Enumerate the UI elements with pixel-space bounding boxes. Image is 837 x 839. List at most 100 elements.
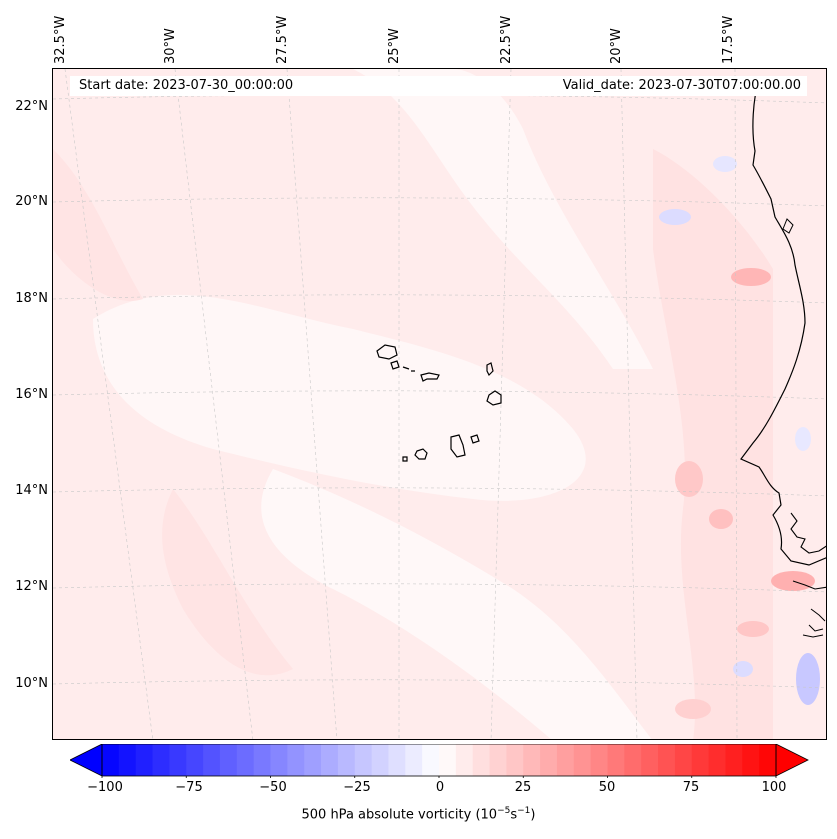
colorbar-cell	[607, 744, 625, 776]
colorbar-cell	[691, 744, 710, 776]
vorticity-min	[713, 156, 737, 172]
colorbar-tick-label: 50	[598, 780, 616, 795]
colorbar	[70, 744, 809, 778]
island-boa-vista	[486, 390, 502, 406]
gridline-lon-30	[174, 69, 254, 739]
colorbar-cell	[405, 744, 423, 776]
lon-label-17-5w: 17.5°W	[721, 15, 736, 64]
colorbar-cell	[540, 744, 558, 776]
coastline-africa	[740, 78, 826, 566]
gridline-lon-32-5	[64, 69, 154, 739]
lon-label-27-5w: 27.5°W	[275, 15, 290, 64]
colorbar-cell	[371, 744, 390, 776]
vorticity-min	[795, 427, 811, 451]
colorbar-cell	[102, 744, 120, 776]
colorbar-cell	[472, 744, 491, 776]
colorbar-cell	[186, 744, 204, 776]
colorbar-cell	[118, 744, 137, 776]
field-low-patch	[93, 294, 586, 501]
coastline-guinea-bissau	[792, 580, 826, 590]
island-fogo	[414, 448, 428, 460]
colorbar-cell	[742, 744, 760, 776]
colorbar-cell	[556, 744, 575, 776]
colorbar-cell	[455, 744, 474, 776]
colorbar-cell	[506, 744, 524, 776]
lat-label-22n: 22°N	[15, 99, 48, 114]
colorbar-tickmarks	[101, 776, 777, 778]
colorbar-cell	[388, 744, 406, 776]
colorbar-extend-min	[70, 744, 103, 777]
vorticity-max	[709, 509, 733, 529]
gridline-lon-22-5	[490, 69, 512, 739]
field-low-patch	[353, 69, 653, 369]
colorbar-cell	[590, 744, 609, 776]
island-brava	[402, 456, 408, 462]
vorticity-max	[737, 621, 769, 637]
colorbar-cell	[135, 744, 154, 776]
vorticity-max	[771, 571, 815, 591]
colorbar-cell	[641, 744, 659, 776]
colorbar-cell	[304, 744, 322, 776]
colorbar-cell	[253, 744, 272, 776]
map-panel	[52, 68, 827, 740]
island-santa-luzia	[402, 366, 415, 372]
colorbar-cell	[674, 744, 693, 776]
colorbar-tick-label: −50	[259, 780, 287, 795]
colorbar-extend-max	[775, 744, 809, 777]
coastline-gambia	[790, 512, 826, 554]
colorbar-cell	[658, 744, 676, 776]
lon-label-32-5w: 32.5°W	[53, 15, 68, 64]
colorbar-cell	[439, 744, 457, 776]
colorbar-cell	[759, 744, 777, 776]
colorbar-cell	[489, 744, 507, 776]
colorbar-cell	[203, 744, 221, 776]
colorbar-cell	[624, 744, 642, 776]
colorbar-cell	[219, 744, 238, 776]
colorbar-cell	[270, 744, 288, 776]
vorticity-field	[53, 69, 826, 739]
lat-label-10n: 10°N	[15, 676, 48, 691]
vorticity-min	[733, 661, 753, 677]
colorbar-cell	[236, 744, 255, 776]
colorbar-tick-label: 75	[682, 780, 700, 795]
island-sal	[486, 362, 494, 377]
colorbar-cell	[725, 744, 743, 776]
cape-verde-islands	[376, 344, 502, 462]
colorbar-cell	[337, 744, 356, 776]
colorbar-tick-label: −75	[175, 780, 203, 795]
vorticity-min	[796, 653, 820, 705]
field-low-patch	[261, 469, 652, 739]
gridlines	[53, 69, 826, 739]
lat-label-20n: 20°N	[15, 194, 48, 209]
vorticity-min	[659, 209, 691, 225]
field-mid-patch	[53, 149, 143, 301]
colorbar-cell	[152, 744, 170, 776]
field-mid-patch	[162, 489, 293, 676]
lat-label-14n: 14°N	[15, 483, 48, 498]
colorbar-tick-label: −100	[87, 780, 123, 795]
island-santo-antao	[376, 344, 398, 360]
coastline-bijagos	[802, 608, 826, 638]
colorbar-tick-label: 100	[761, 780, 787, 795]
island-sao-vicente	[390, 360, 400, 370]
gridline-lon-20	[620, 69, 638, 739]
vorticity-max	[675, 699, 711, 719]
lon-label-20w: 20°W	[609, 28, 624, 64]
gridline-lon-27-5	[286, 69, 338, 739]
field-coastal-band	[653, 149, 773, 739]
colorbar-cell	[169, 744, 187, 776]
vorticity-max	[731, 268, 771, 286]
colorbar-cell	[573, 744, 592, 776]
colorbar-cell	[287, 744, 305, 776]
lat-label-18n: 18°N	[15, 291, 48, 306]
gridline-lon-17-5	[734, 69, 738, 739]
lon-label-25w: 25°W	[387, 28, 402, 64]
island-santiago	[450, 434, 466, 458]
date-info-bar: Start date: 2023-07-30_00:00:00 Valid_da…	[70, 76, 807, 96]
valid-date-label: Valid_date: 2023-07-30T07:00:00.00	[562, 78, 801, 93]
lat-label-12n: 12°N	[15, 579, 48, 594]
colorbar-cell	[523, 744, 541, 776]
colorbar-cell	[708, 744, 727, 776]
coastline-island	[782, 218, 794, 234]
